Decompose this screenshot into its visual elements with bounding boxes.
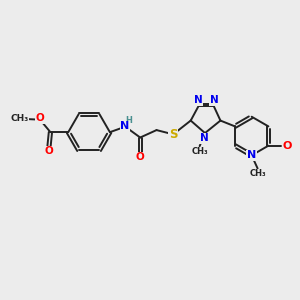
Text: N: N bbox=[247, 150, 256, 161]
Text: H: H bbox=[125, 116, 132, 125]
Text: N: N bbox=[120, 121, 129, 131]
Text: N: N bbox=[194, 95, 203, 105]
Text: N: N bbox=[200, 134, 209, 143]
Text: CH₃: CH₃ bbox=[249, 169, 266, 178]
Text: N: N bbox=[209, 95, 218, 105]
Text: CH₃: CH₃ bbox=[191, 147, 208, 156]
Text: O: O bbox=[36, 113, 44, 124]
Text: O: O bbox=[282, 141, 292, 151]
Text: O: O bbox=[136, 152, 145, 162]
Text: S: S bbox=[169, 128, 177, 141]
Text: CH₃: CH₃ bbox=[10, 114, 28, 123]
Text: O: O bbox=[45, 146, 53, 156]
